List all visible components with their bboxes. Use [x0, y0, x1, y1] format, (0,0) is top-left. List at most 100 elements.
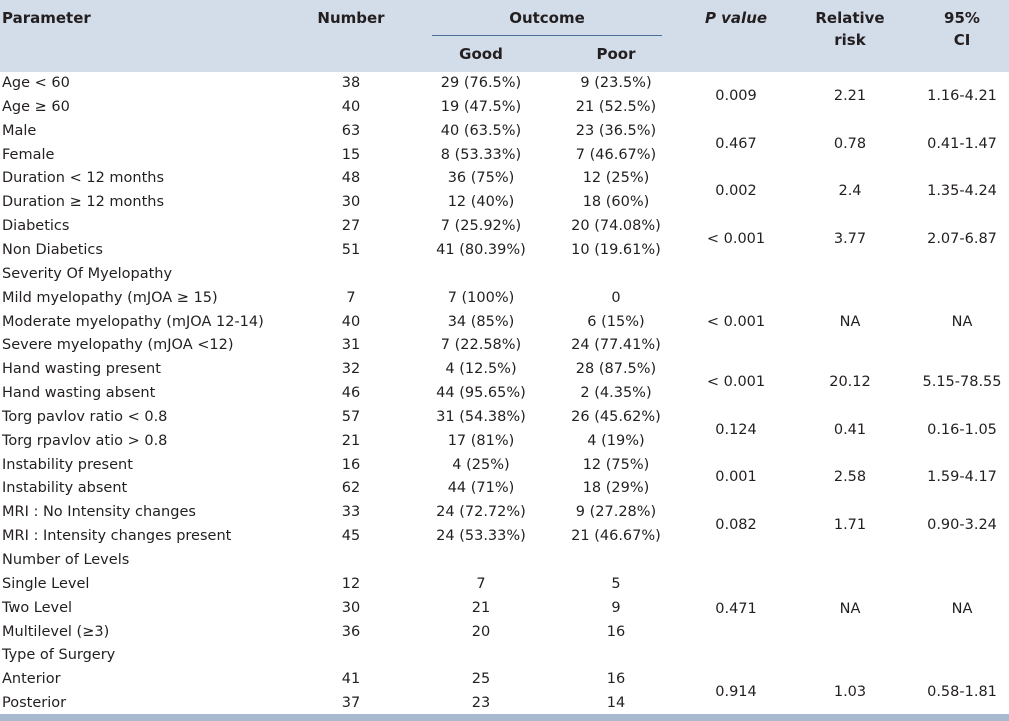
parameter-cell: Number of Levels — [2, 552, 130, 568]
table-row: Instability absent 62 44 (71%) 18 (29%) — [0, 477, 1009, 501]
p-value-cell: 0.467 — [715, 135, 757, 152]
good-outcome-cell: 20 — [471, 623, 491, 640]
good-outcome-cell: 23 — [471, 695, 491, 712]
p-value-cell: 0.124 — [715, 421, 757, 438]
confidence-interval-cell: 1.35-4.24 — [927, 183, 997, 200]
number-cell: 40 — [341, 313, 361, 330]
table-row: Single Level 12 7 5 — [0, 573, 1009, 597]
good-outcome-cell: 44 (95.65%) — [436, 385, 526, 402]
good-outcome-cell: 31 (54.38%) — [436, 408, 526, 425]
confidence-interval-cell: 1.16-4.21 — [927, 87, 997, 104]
number-cell: 63 — [341, 122, 361, 139]
good-outcome-cell: 17 (81%) — [447, 432, 515, 449]
table-row: Torg rpavlov atio > 0.8 21 17 (81%) 4 (19%) — [0, 430, 1009, 454]
good-outcome-cell: 24 (53.33%) — [436, 528, 526, 545]
p-value-cell: < 0.001 — [706, 230, 766, 247]
good-outcome-cell: 4 (25%) — [452, 456, 510, 473]
relative-risk-cell: 1.71 — [833, 517, 867, 534]
p-value-cell: 0.001 — [715, 469, 757, 486]
number-cell: 30 — [341, 599, 361, 616]
good-outcome-cell: 29 (76.5%) — [440, 75, 522, 91]
poor-outcome-cell: 24 (77.41%) — [571, 337, 661, 354]
table-row: Age ≥ 60 40 19 (47.5%) 21 (52.5%) — [0, 96, 1009, 120]
confidence-interval-cell: 0.16-1.05 — [927, 421, 997, 438]
p-value-cell: 0.914 — [715, 684, 757, 701]
table-row: Mild myelopathy (mJOA ≥ 15) 7 7 (100%) 0 — [0, 287, 1009, 311]
parameter-cell: Moderate myelopathy (mJOA 12-14) — [2, 313, 264, 330]
relative-risk-cell: 0.41 — [833, 421, 867, 438]
table-row: Two Level 30 21 9 — [0, 597, 1009, 621]
good-outcome-cell: 12 (40%) — [447, 194, 515, 211]
poor-outcome-cell: 9 (23.5%) — [580, 75, 652, 91]
table-row: Duration ≥ 12 months 30 12 (40%) 18 (60%) — [0, 191, 1009, 215]
poor-outcome-cell: 5 — [611, 575, 621, 592]
poor-outcome-cell: 10 (19.61%) — [571, 241, 661, 258]
number-cell: 30 — [341, 194, 361, 211]
parameter-cell: Posterior — [2, 695, 67, 712]
confidence-interval-cell: 0.90-3.24 — [927, 517, 997, 534]
table-row: Severity Of Myelopathy — [0, 263, 1009, 287]
parameter-cell: Single Level — [2, 575, 90, 592]
good-outcome-cell: 7 — [476, 575, 486, 592]
good-outcome-cell: 44 (71%) — [447, 480, 515, 497]
good-outcome-cell: 41 (80.39%) — [436, 241, 526, 258]
number-cell: 32 — [341, 361, 361, 378]
number-cell: 7 — [346, 289, 356, 306]
header-parameter: Parameter — [2, 9, 91, 27]
parameter-cell: Torg pavlov ratio < 0.8 — [2, 408, 168, 425]
number-cell: 15 — [341, 146, 361, 163]
poor-outcome-cell: 12 (75%) — [582, 456, 650, 473]
relative-risk-cell: 20.12 — [829, 374, 871, 391]
good-outcome-cell: 25 — [471, 671, 491, 688]
number-cell: 16 — [341, 456, 361, 473]
header-poor: Poor — [596, 45, 636, 63]
good-outcome-cell: 7 (25.92%) — [440, 218, 522, 235]
number-cell: 45 — [341, 528, 361, 545]
good-outcome-cell: 36 (75%) — [447, 170, 515, 187]
table-header: Parameter Number Outcome Good Poor P val… — [0, 0, 1009, 72]
poor-outcome-cell: 26 (45.62%) — [571, 408, 661, 425]
confidence-interval-cell: 2.07-6.87 — [927, 230, 997, 247]
good-outcome-cell: 4 (12.5%) — [445, 361, 517, 378]
table-row: Age < 60 38 29 (76.5%) 9 (23.5%) — [0, 72, 1009, 96]
number-cell: 41 — [341, 671, 361, 688]
number-cell: 36 — [341, 623, 361, 640]
poor-outcome-cell: 16 — [606, 623, 626, 640]
good-outcome-cell: 40 (63.5%) — [440, 122, 522, 139]
good-outcome-cell: 7 (22.58%) — [440, 337, 522, 354]
table-row: Female 15 8 (53.33%) 7 (46.67%) — [0, 144, 1009, 168]
number-cell: 46 — [341, 385, 361, 402]
poor-outcome-cell: 12 (25%) — [582, 170, 650, 187]
number-cell: 38 — [341, 75, 361, 91]
good-outcome-cell: 8 (53.33%) — [440, 146, 522, 163]
table-row: Torg pavlov ratio < 0.8 57 31 (54.38%) 26 (… — [0, 406, 1009, 430]
parameter-cell: Torg rpavlov atio > 0.8 — [2, 432, 168, 449]
table-row: Multilevel (≥3) 36 20 16 — [0, 621, 1009, 645]
p-value-cell: 0.082 — [715, 517, 757, 534]
header-p-value: P value — [704, 9, 768, 27]
number-cell: 57 — [341, 408, 361, 425]
parameter-cell: Two Level — [2, 599, 73, 616]
relative-risk-cell: 3.77 — [833, 230, 867, 247]
poor-outcome-cell: 16 — [606, 671, 626, 688]
relative-risk-cell: 2.21 — [833, 87, 867, 104]
poor-outcome-cell: 23 (36.5%) — [575, 122, 657, 139]
p-value-cell: 0.009 — [715, 87, 757, 104]
table-row: Instability present 16 4 (25%) 12 (75%) — [0, 454, 1009, 478]
parameter-cell: Hand wasting absent — [2, 385, 156, 402]
poor-outcome-cell: 18 (60%) — [582, 194, 650, 211]
p-value-cell: < 0.001 — [706, 374, 766, 391]
parameter-cell: Non Diabetics — [2, 241, 103, 258]
header-relative-risk-line2: risk — [834, 31, 866, 49]
outcome-divider — [432, 35, 662, 36]
parameter-cell: MRI : No Intensity changes — [2, 504, 196, 521]
poor-outcome-cell: 6 (15%) — [587, 313, 645, 330]
poor-outcome-cell: 9 (27.28%) — [575, 504, 657, 521]
parameter-cell: Multilevel (≥3) — [2, 623, 110, 640]
parameter-cell: MRI : Intensity changes present — [2, 528, 232, 545]
parameter-cell: Male — [2, 122, 37, 139]
good-outcome-cell: 34 (85%) — [447, 313, 515, 330]
poor-outcome-cell: 4 (19%) — [587, 432, 645, 449]
parameter-cell: Anterior — [2, 671, 61, 688]
good-outcome-cell: 24 (72.72%) — [436, 504, 526, 521]
